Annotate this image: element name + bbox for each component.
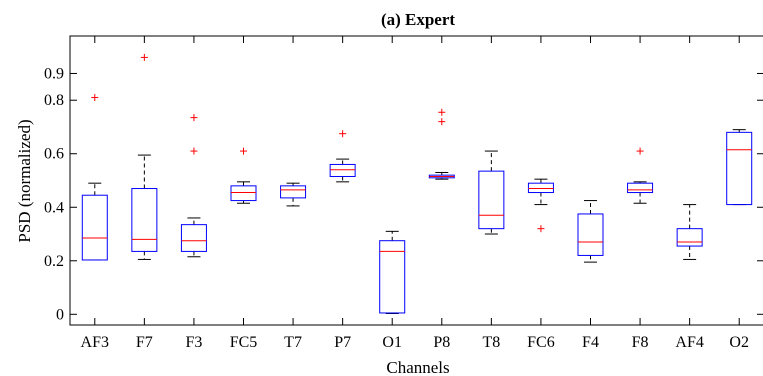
box-f8 — [627, 147, 654, 204]
box-p8 — [428, 108, 455, 180]
y-tick-label: 0.2 — [44, 253, 64, 270]
x-tick-label: F8 — [632, 334, 649, 351]
iqr-box — [131, 188, 158, 252]
iqr-box — [577, 213, 604, 256]
x-tick-label: T8 — [482, 334, 500, 351]
outlier-marker — [537, 225, 545, 233]
iqr-box — [726, 131, 753, 206]
iqr-box — [180, 224, 207, 252]
iqr-box — [627, 182, 654, 194]
iqr-box — [478, 170, 505, 230]
box-t7 — [280, 182, 307, 207]
x-tick-label: P7 — [334, 334, 351, 351]
x-tick-label: AF3 — [81, 334, 109, 351]
box-f4 — [577, 200, 604, 263]
x-tick-label: O2 — [729, 334, 749, 351]
y-tick-label: 0 — [56, 306, 64, 323]
box-t8 — [478, 150, 505, 235]
iqr-box — [230, 185, 257, 202]
outlier-marker — [91, 94, 99, 102]
box-af3 — [81, 94, 108, 261]
y-tick-label: 0.4 — [44, 199, 64, 216]
box-af4 — [676, 204, 703, 260]
box-o1 — [379, 230, 406, 314]
x-axis-label: Channels — [386, 358, 449, 376]
x-axis: AF3 F7 F3 FC5 T7 P7 O1 P8 T8 FC6 F4 F8 AF4 O2 — [81, 36, 749, 351]
y-axis-label: PSD (normalized) — [15, 119, 34, 242]
x-tick-label: F7 — [136, 334, 153, 351]
outlier-marker — [190, 147, 198, 155]
outlier-marker — [339, 130, 347, 138]
x-tick-label: FC6 — [527, 334, 555, 351]
plot-frame — [69, 35, 763, 326]
box-series — [81, 53, 753, 314]
y-axis: 0 0.2 0.4 0.6 0.8 0.9 — [44, 65, 763, 323]
box-p7 — [329, 130, 356, 183]
x-tick-label: O1 — [382, 334, 402, 351]
x-tick-label: F4 — [582, 334, 599, 351]
iqr-box — [676, 228, 703, 247]
box-f3 — [180, 114, 207, 258]
outlier-marker — [240, 147, 247, 155]
y-tick-label: 0.6 — [44, 146, 64, 163]
box-f7 — [131, 53, 158, 260]
outlier-marker — [438, 108, 446, 116]
x-tick-label: T7 — [284, 334, 302, 351]
iqr-box — [527, 182, 554, 194]
outlier-marker — [190, 114, 198, 122]
iqr-box — [329, 163, 356, 177]
outlier-marker — [140, 53, 148, 61]
x-tick-label: FC5 — [230, 334, 258, 351]
chart-title: (a) Expert — [381, 10, 455, 29]
box-fc5 — [230, 147, 257, 204]
y-tick-label: 0.8 — [44, 92, 64, 109]
plot-area — [69, 35, 763, 326]
iqr-box — [280, 185, 307, 199]
iqr-box — [379, 240, 406, 314]
outlier-marker — [438, 118, 446, 126]
outlier-marker — [636, 147, 644, 155]
y-tick-label: 0.9 — [44, 65, 64, 82]
x-tick-label: AF4 — [675, 334, 703, 351]
box-o2 — [726, 129, 753, 206]
iqr-box — [81, 194, 108, 261]
x-tick-label: P8 — [433, 334, 450, 351]
x-tick-label: F3 — [185, 334, 202, 351]
box-fc6 — [527, 178, 554, 233]
